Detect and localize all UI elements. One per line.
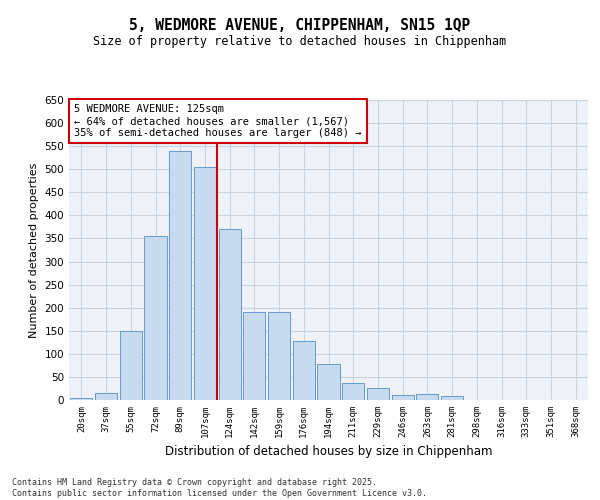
Bar [392, 396, 414, 400]
Bar [95, 393, 117, 400]
Bar [367, 388, 389, 400]
Text: 5 WEDMORE AVENUE: 125sqm
← 64% of detached houses are smaller (1,567)
35% of sem: 5 WEDMORE AVENUE: 125sqm ← 64% of detach… [74, 104, 362, 138]
Text: Contains HM Land Registry data © Crown copyright and database right 2025.
Contai: Contains HM Land Registry data © Crown c… [12, 478, 427, 498]
Y-axis label: Number of detached properties: Number of detached properties [29, 162, 39, 338]
Bar [243, 312, 265, 400]
Bar [169, 151, 191, 400]
Bar [416, 394, 439, 400]
Bar [317, 364, 340, 400]
Text: 5, WEDMORE AVENUE, CHIPPENHAM, SN15 1QP: 5, WEDMORE AVENUE, CHIPPENHAM, SN15 1QP [130, 18, 470, 32]
Bar [268, 312, 290, 400]
Bar [145, 236, 167, 400]
Bar [70, 398, 92, 400]
Bar [441, 396, 463, 400]
Bar [119, 331, 142, 400]
Bar [218, 229, 241, 400]
Text: Size of property relative to detached houses in Chippenham: Size of property relative to detached ho… [94, 35, 506, 48]
X-axis label: Distribution of detached houses by size in Chippenham: Distribution of detached houses by size … [165, 446, 492, 458]
Bar [342, 383, 364, 400]
Bar [293, 341, 315, 400]
Bar [194, 167, 216, 400]
